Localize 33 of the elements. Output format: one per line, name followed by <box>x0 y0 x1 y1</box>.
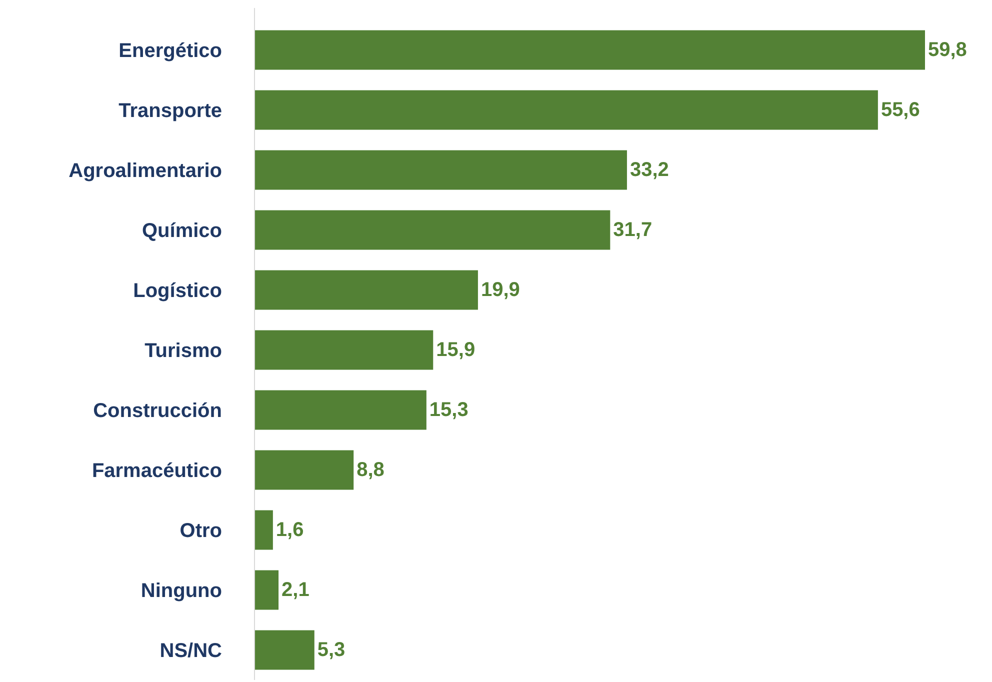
bar <box>255 30 925 70</box>
y-tick-label: Ninguno <box>140 580 222 602</box>
data-label: 15,3 <box>429 399 468 421</box>
bar <box>255 450 354 490</box>
y-tick-label: Agroalimentario <box>68 160 222 182</box>
data-label: 5,3 <box>317 639 346 661</box>
data-label: 8,8 <box>356 459 384 481</box>
bar <box>255 330 434 370</box>
bar <box>255 210 610 250</box>
y-tick-label: Farmacéutico <box>92 460 222 482</box>
data-label: 55,6 <box>880 99 920 121</box>
y-tick-label: Energético <box>118 40 222 62</box>
bar <box>255 630 314 670</box>
y-tick-label: NS/NC <box>160 640 222 662</box>
y-tick-label: Logístico <box>133 280 222 302</box>
data-label: 15,9 <box>436 339 476 361</box>
bar <box>255 510 273 550</box>
y-tick-label: Transporte <box>118 100 222 122</box>
bar <box>255 150 627 190</box>
bar <box>255 90 878 130</box>
data-label: 33,2 <box>630 159 669 181</box>
bar <box>255 570 279 610</box>
bar <box>255 390 426 430</box>
data-label: 31,7 <box>613 219 652 241</box>
y-tick-label: Otro <box>180 520 222 542</box>
data-label: 59,8 <box>928 39 967 61</box>
y-tick-label: Construcción <box>93 400 222 422</box>
bar <box>255 270 478 310</box>
data-label: 1,6 <box>276 519 304 541</box>
y-tick-label: Turismo <box>144 340 222 362</box>
y-tick-label: Químico <box>142 220 222 242</box>
data-label: 19,9 <box>480 279 520 301</box>
data-label: 2,1 <box>282 579 310 601</box>
